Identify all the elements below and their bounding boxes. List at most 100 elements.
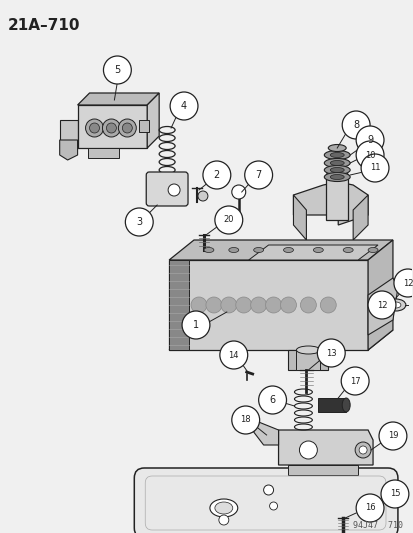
Text: 18: 18	[240, 416, 250, 424]
Polygon shape	[147, 93, 159, 148]
Circle shape	[218, 515, 228, 525]
Polygon shape	[59, 120, 77, 148]
Circle shape	[220, 297, 236, 313]
Ellipse shape	[390, 302, 400, 308]
Circle shape	[340, 367, 368, 395]
Circle shape	[263, 485, 273, 495]
Ellipse shape	[342, 247, 352, 253]
Ellipse shape	[342, 398, 349, 412]
Circle shape	[317, 339, 344, 367]
Text: 9: 9	[366, 135, 372, 145]
Circle shape	[320, 297, 335, 313]
Ellipse shape	[328, 144, 345, 151]
Polygon shape	[288, 350, 328, 370]
Ellipse shape	[313, 247, 323, 253]
Polygon shape	[169, 330, 392, 350]
Circle shape	[358, 446, 366, 454]
Polygon shape	[352, 195, 367, 240]
Ellipse shape	[325, 171, 347, 179]
Circle shape	[235, 297, 251, 313]
Circle shape	[106, 123, 116, 133]
Ellipse shape	[323, 173, 349, 182]
Circle shape	[280, 297, 296, 313]
Circle shape	[269, 502, 277, 510]
Circle shape	[355, 141, 383, 169]
Polygon shape	[253, 422, 278, 445]
Ellipse shape	[367, 247, 377, 253]
Circle shape	[393, 269, 413, 297]
Bar	[325, 175, 347, 220]
FancyBboxPatch shape	[134, 468, 397, 533]
Circle shape	[168, 184, 180, 196]
Circle shape	[219, 341, 247, 369]
Text: 7: 7	[255, 170, 261, 180]
Text: 10: 10	[364, 150, 375, 159]
Ellipse shape	[330, 174, 343, 180]
Polygon shape	[169, 240, 392, 260]
Polygon shape	[77, 93, 159, 105]
Circle shape	[197, 191, 207, 201]
Text: 3: 3	[136, 217, 142, 227]
Bar	[139, 120, 149, 132]
Text: 21A–710: 21A–710	[8, 18, 80, 33]
Ellipse shape	[323, 150, 349, 159]
Polygon shape	[288, 465, 357, 475]
Circle shape	[182, 311, 209, 339]
Text: 4: 4	[180, 101, 187, 111]
Text: 13: 13	[325, 349, 336, 358]
Circle shape	[378, 293, 392, 307]
Circle shape	[231, 406, 259, 434]
Circle shape	[354, 442, 370, 458]
Circle shape	[214, 206, 242, 234]
Circle shape	[244, 161, 272, 189]
Text: 5: 5	[114, 65, 120, 75]
Circle shape	[299, 441, 317, 459]
Polygon shape	[293, 182, 367, 225]
Ellipse shape	[253, 247, 263, 253]
Polygon shape	[367, 240, 392, 350]
Ellipse shape	[385, 299, 405, 311]
Text: 14: 14	[228, 351, 238, 359]
Bar	[296, 350, 320, 370]
Polygon shape	[293, 195, 306, 240]
Ellipse shape	[296, 346, 320, 354]
Polygon shape	[278, 430, 372, 465]
Text: 20: 20	[223, 215, 233, 224]
Circle shape	[125, 208, 153, 236]
Ellipse shape	[209, 499, 237, 517]
Text: 12: 12	[402, 279, 412, 287]
Circle shape	[102, 119, 120, 137]
Text: 2: 2	[213, 170, 219, 180]
Circle shape	[265, 297, 281, 313]
Circle shape	[380, 480, 408, 508]
Circle shape	[355, 494, 383, 522]
Text: 8: 8	[352, 120, 358, 130]
Circle shape	[342, 111, 369, 139]
Text: 17: 17	[349, 376, 360, 385]
Ellipse shape	[323, 158, 349, 167]
Text: 15: 15	[389, 489, 399, 498]
Polygon shape	[169, 260, 367, 350]
Circle shape	[205, 297, 221, 313]
Circle shape	[250, 297, 266, 313]
Circle shape	[355, 126, 383, 154]
Text: 12: 12	[376, 301, 386, 310]
Circle shape	[258, 386, 286, 414]
Circle shape	[103, 56, 131, 84]
Circle shape	[360, 154, 388, 182]
Circle shape	[85, 119, 103, 137]
Circle shape	[367, 291, 395, 319]
Circle shape	[202, 161, 230, 189]
Bar	[169, 260, 189, 350]
Bar	[318, 398, 345, 412]
Circle shape	[300, 297, 316, 313]
Text: 6: 6	[269, 395, 275, 405]
Text: 19: 19	[387, 432, 397, 440]
Circle shape	[122, 123, 132, 133]
Ellipse shape	[228, 247, 238, 253]
Polygon shape	[248, 245, 377, 260]
Circle shape	[118, 119, 136, 137]
Ellipse shape	[283, 247, 293, 253]
Polygon shape	[367, 278, 397, 335]
FancyBboxPatch shape	[146, 172, 188, 206]
